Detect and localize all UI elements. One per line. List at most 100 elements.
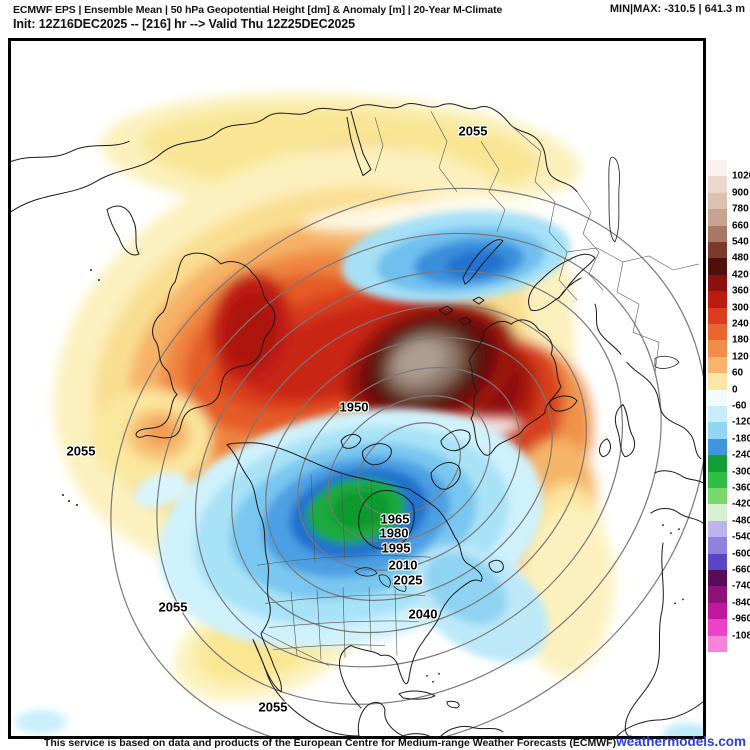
footer-disclaimer: This service is based on data and produc…	[43, 737, 617, 749]
colorbar-swatch	[708, 602, 727, 620]
minmax-readout: MIN|MAX: -310.5 | 641.3 m	[609, 3, 745, 15]
svalbard-islands	[438, 296, 485, 326]
africa-bulge-coast	[616, 701, 703, 736]
colorbar-label: -480	[732, 515, 750, 527]
central-america-coast	[402, 725, 504, 736]
great-lakes	[354, 567, 407, 592]
colorbar-swatch	[708, 537, 727, 554]
colorbar-swatch	[708, 438, 727, 456]
colorbar-swatch	[708, 176, 727, 193]
yucatan-coast	[357, 701, 404, 736]
colorbar-label: 420	[732, 269, 749, 281]
colorbar-swatch	[708, 307, 727, 324]
mexico-border	[260, 631, 330, 666]
colorbar-swatch	[708, 258, 727, 275]
colorbar-label: -1080	[732, 630, 750, 642]
colorbar-label: -360	[732, 482, 750, 494]
colorbar-label: 480	[732, 252, 749, 264]
coastlines	[11, 103, 703, 736]
political-borders	[256, 111, 700, 666]
colorbar-swatch	[708, 570, 727, 587]
kamchatka-coast	[106, 205, 140, 256]
chukotka-coast	[11, 140, 130, 163]
greenland-coast	[468, 319, 562, 456]
colorbar-label: -600	[732, 548, 750, 560]
colorbar-label: -240	[732, 449, 750, 461]
colorbar-label: 540	[732, 236, 749, 248]
caspian-sea	[608, 156, 620, 243]
colorbar-swatch	[708, 635, 727, 652]
colorbar-label: -960	[732, 613, 750, 625]
colorbar-label: 300	[732, 302, 749, 314]
colorbar-label: -180	[732, 433, 750, 445]
colorbar-swatch	[708, 471, 727, 488]
colorbar-swatch	[708, 455, 727, 472]
colorbar-label: 240	[732, 318, 749, 330]
asia-borders	[374, 111, 700, 373]
hispaniola	[446, 700, 460, 709]
siberia-coast	[11, 103, 578, 213]
colorbar-label: -120	[732, 416, 750, 428]
brand-logo: weathermodels.com	[616, 734, 746, 749]
colorbar-swatch	[708, 324, 727, 341]
height-contours	[110, 187, 703, 736]
nw-africa-coast	[624, 542, 664, 736]
banks-island	[340, 433, 362, 449]
colorbar-swatch	[708, 340, 727, 357]
alaska-coast	[135, 252, 276, 439]
colorbar-label: -420	[732, 498, 750, 510]
colorbar-swatch	[708, 586, 727, 603]
colorbar-label: 120	[732, 351, 749, 363]
colorbar-swatch	[708, 422, 727, 439]
colorbar-label: 660	[732, 220, 749, 232]
colorbar-swatch	[708, 242, 727, 259]
baffin-island	[430, 462, 461, 490]
colorbar-swatch	[708, 356, 727, 374]
north-america-east-gulf-coast	[338, 488, 483, 709]
colorbar-label: -740	[732, 580, 750, 592]
init-valid-line: Init: 12Z16DEC2025 -- [216] hr --> Valid…	[13, 17, 355, 31]
north-america-west-coast	[226, 444, 360, 736]
victoria-island	[362, 443, 392, 466]
cuba	[398, 690, 436, 700]
hudson-bay	[358, 490, 415, 550]
uk-ireland-coast	[599, 404, 636, 458]
colorbar-swatch	[708, 192, 727, 210]
colorbar-label: -660	[732, 564, 750, 576]
colorbar-label: 780	[732, 203, 749, 215]
colorbar-label: -840	[732, 597, 750, 609]
colorbar-swatch	[708, 160, 727, 177]
novaya-zemlya	[462, 239, 504, 285]
iceland-coast	[549, 395, 578, 412]
map-canvas	[11, 93, 703, 736]
colorbar-swatch	[708, 389, 727, 406]
colorbar-swatch	[708, 291, 727, 308]
colorbar-swatch	[708, 619, 727, 636]
colorbar-label: 360	[732, 285, 749, 297]
arctic-canada-coast	[226, 442, 410, 490]
black-sea	[654, 355, 680, 369]
colorbar-swatch	[708, 274, 727, 292]
colorbar-label: -300	[732, 466, 750, 478]
canada-borders	[310, 470, 374, 564]
colorbar-label: 0	[732, 384, 738, 396]
europe-coast	[626, 361, 703, 524]
ellesmere-island	[440, 429, 471, 452]
chart-title: ECMWF EPS | Ensemble Mean | 50 hPa Geopo…	[13, 4, 503, 16]
colorbar-swatch	[708, 373, 727, 390]
scandinavia-coast	[528, 253, 622, 355]
colorbar-label: 900	[732, 187, 749, 199]
taymyr-peninsula	[346, 110, 372, 177]
colorbar-swatch	[708, 209, 727, 226]
newfoundland	[488, 559, 504, 573]
colorbar-swatch	[708, 504, 727, 521]
us-state-borders	[256, 555, 432, 660]
colorbar-label: -60	[732, 400, 747, 412]
colorbar-swatch	[708, 488, 727, 505]
colorbar-label: -540	[732, 531, 750, 543]
island-dots	[62, 268, 684, 683]
colorbar-label: 60	[732, 367, 744, 379]
